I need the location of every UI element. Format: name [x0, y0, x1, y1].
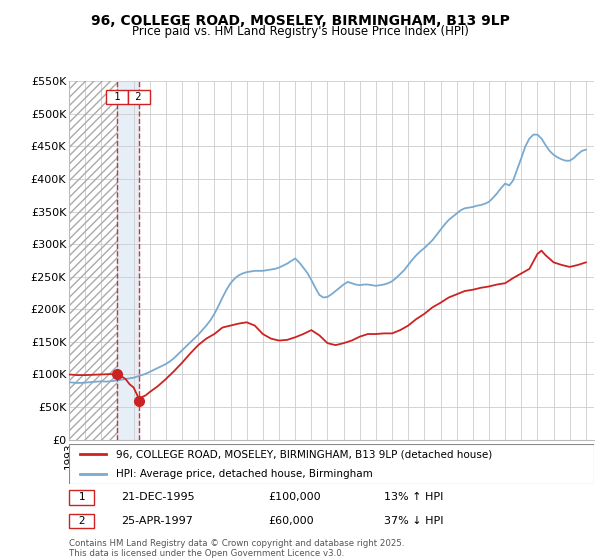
Bar	[69, 81, 117, 440]
Text: 1: 1	[107, 92, 127, 102]
Text: Price paid vs. HM Land Registry's House Price Index (HPI): Price paid vs. HM Land Registry's House …	[131, 25, 469, 38]
Text: 37% ↓ HPI: 37% ↓ HPI	[384, 516, 443, 526]
Text: 96, COLLEGE ROAD, MOSELEY, BIRMINGHAM, B13 9LP (detached house): 96, COLLEGE ROAD, MOSELEY, BIRMINGHAM, B…	[116, 449, 493, 459]
Text: 25-APR-1997: 25-APR-1997	[121, 516, 193, 526]
Text: Contains HM Land Registry data © Crown copyright and database right 2025.
This d: Contains HM Land Registry data © Crown c…	[69, 539, 404, 558]
Text: 2: 2	[71, 516, 92, 526]
Bar	[117, 81, 139, 440]
Text: 2: 2	[130, 92, 148, 102]
Text: 21-DEC-1995: 21-DEC-1995	[121, 492, 195, 502]
Text: 13% ↑ HPI: 13% ↑ HPI	[384, 492, 443, 502]
Text: HPI: Average price, detached house, Birmingham: HPI: Average price, detached house, Birm…	[116, 469, 373, 479]
Text: 96, COLLEGE ROAD, MOSELEY, BIRMINGHAM, B13 9LP: 96, COLLEGE ROAD, MOSELEY, BIRMINGHAM, B…	[91, 14, 509, 28]
Text: £60,000: £60,000	[269, 516, 314, 526]
Text: £100,000: £100,000	[269, 492, 321, 502]
Text: 1: 1	[71, 492, 92, 502]
Bar	[69, 81, 117, 440]
